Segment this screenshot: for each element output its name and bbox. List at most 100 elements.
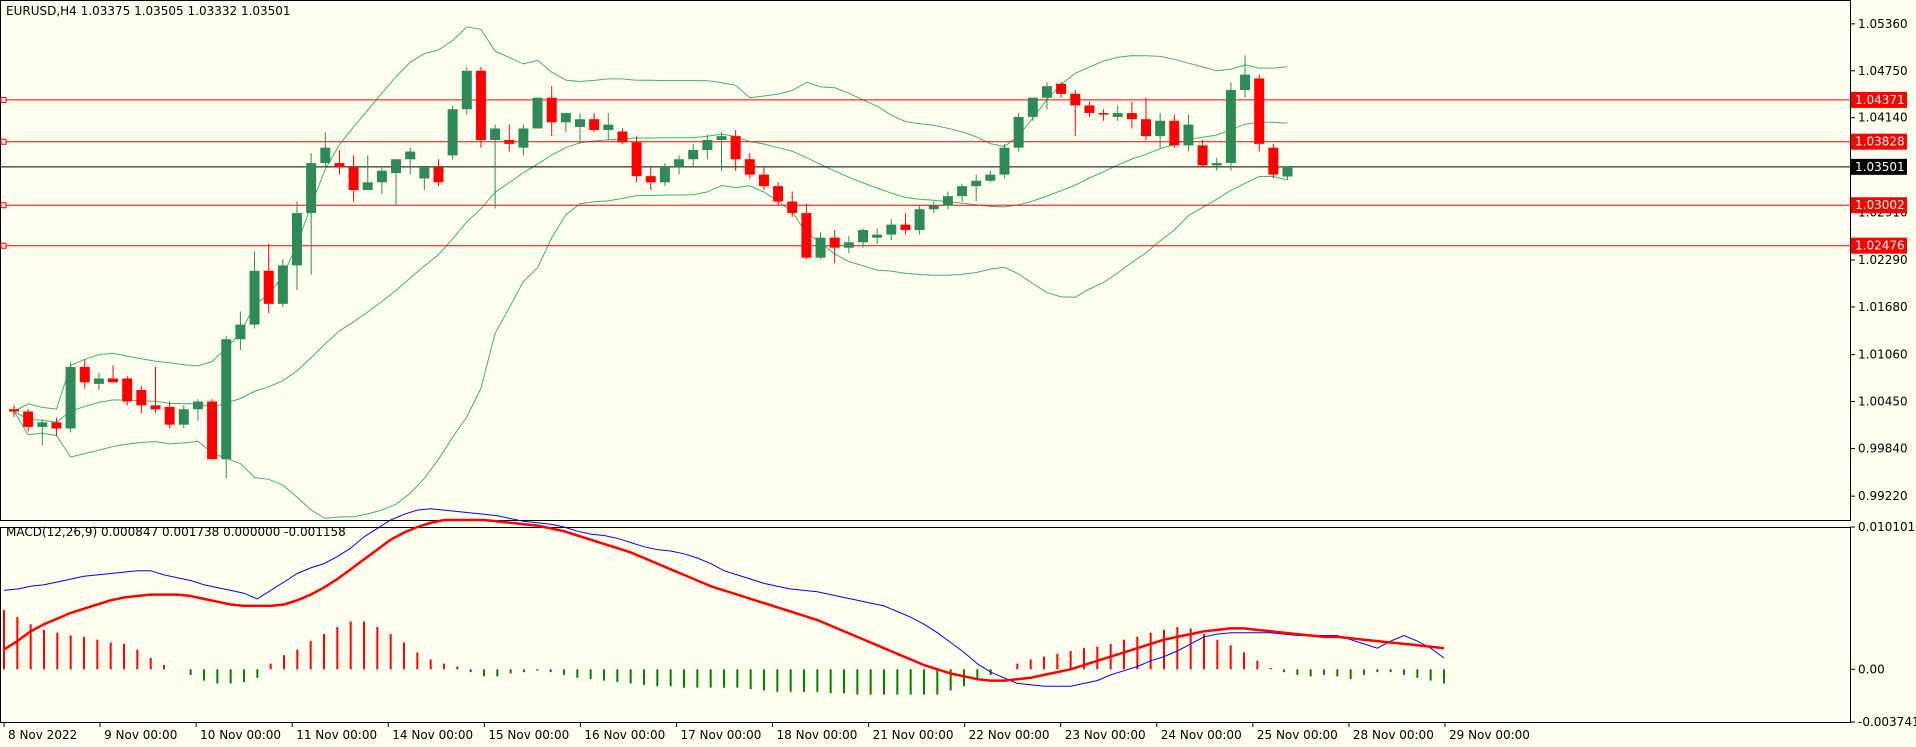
candle-body	[277, 265, 288, 304]
candle-body	[178, 409, 189, 425]
level-anchor	[0, 242, 7, 249]
price-tick-label: 0.99840	[1858, 441, 1908, 455]
candle-body	[971, 180, 982, 187]
candle-body	[475, 70, 486, 140]
time-tick-label: 28 Nov 00:00	[1353, 728, 1434, 742]
candle-body	[1282, 166, 1293, 177]
level-anchor	[0, 202, 7, 209]
level-anchor	[0, 138, 7, 145]
candle-body	[843, 242, 854, 248]
time-tick-label: 8 Nov 2022	[8, 728, 77, 742]
macd-signal-line	[3, 518, 1445, 682]
macd-tick-label: 0.010101	[1858, 520, 1915, 534]
level-price-label: 1.02476	[1855, 239, 1905, 253]
candle-body	[1112, 113, 1123, 117]
candle-body	[235, 324, 246, 340]
candle-body	[716, 136, 727, 140]
macd-panel: 0.010101 0.00 -0.003741	[0, 508, 1916, 729]
candle-body	[9, 409, 19, 412]
price-tick-label: 1.01060	[1858, 348, 1908, 362]
time-tick-label: 21 Nov 00:00	[873, 728, 954, 742]
candle-body	[1155, 120, 1166, 137]
candle-body	[872, 234, 883, 238]
candle-body	[1240, 74, 1251, 90]
candle-body	[348, 166, 359, 190]
time-tick-label: 10 Nov 00:00	[200, 728, 281, 742]
candle-body	[886, 224, 897, 235]
candle-body	[702, 140, 713, 150]
candle-body	[1041, 86, 1052, 98]
candle-body	[1098, 113, 1109, 115]
candle-body	[603, 124, 614, 130]
candle-body	[1141, 119, 1151, 137]
candle-body	[546, 97, 557, 123]
level-price-label: 1.04371	[1855, 93, 1905, 107]
candle-body	[1169, 120, 1180, 146]
time-tick-label: 18 Nov 00:00	[777, 728, 858, 742]
time-tick-label: 17 Nov 00:00	[680, 728, 761, 742]
time-tick-label: 22 Nov 00:00	[969, 728, 1050, 742]
macd-title: MACD(12,26,9) 0.000847 0.001738 0.000000…	[6, 525, 346, 539]
price-tick-label: 1.02290	[1858, 253, 1908, 267]
current-price-label: 1.03501	[1855, 160, 1905, 174]
candle-body	[942, 196, 953, 206]
time-axis: 8 Nov 2022 9 Nov 00:00 10 Nov 00:00 11 Nov …	[3, 722, 1530, 742]
candle-body	[575, 119, 585, 127]
candle-body	[1084, 105, 1095, 114]
candle-body	[433, 166, 444, 183]
candle-body	[928, 205, 939, 210]
candle-body	[207, 401, 218, 460]
candle-body	[589, 119, 600, 130]
candle-body	[1197, 145, 1208, 166]
level-price-label: 1.03002	[1855, 198, 1905, 212]
level-anchor	[0, 96, 7, 103]
candle-body	[504, 140, 515, 144]
price-tick-label: 1.01680	[1858, 300, 1908, 314]
candle-body	[1027, 97, 1038, 117]
candle-body	[263, 270, 274, 304]
candle-body	[801, 213, 812, 258]
time-tick-label: 16 Nov 00:00	[584, 728, 665, 742]
candle-body	[1254, 78, 1265, 144]
time-tick-label: 29 Nov 00:00	[1449, 728, 1530, 742]
candle-body	[320, 147, 331, 164]
candle-body	[376, 170, 387, 183]
candle-body	[773, 186, 784, 202]
candle-body	[758, 174, 769, 187]
candle-body	[1056, 83, 1067, 94]
candle-body	[1126, 113, 1137, 120]
candle-body	[23, 411, 34, 427]
time-tick-label: 11 Nov 00:00	[296, 728, 377, 742]
candle-body	[391, 159, 402, 174]
time-tick-label: 9 Nov 00:00	[104, 728, 177, 742]
candle-body	[688, 150, 699, 160]
level-price-tag	[1851, 133, 1907, 150]
candle-body	[362, 182, 373, 190]
candle-body	[532, 97, 543, 129]
candle-body	[744, 159, 755, 175]
candle-body	[65, 366, 76, 429]
macd-tick-label: -0.003741	[1858, 715, 1916, 729]
candle-body	[858, 230, 868, 243]
candle-body	[334, 163, 345, 167]
candle-body	[518, 128, 529, 148]
macd-tick-label: 0.00	[1858, 662, 1885, 676]
candle-body	[815, 237, 826, 258]
price-tick-label: 1.04140	[1858, 111, 1908, 125]
candle-body	[900, 224, 911, 230]
candle-body	[829, 237, 840, 248]
price-tick-label: 1.05360	[1858, 17, 1908, 31]
price-tick-label: 0.99220	[1858, 489, 1908, 503]
level-price-label: 1.03828	[1855, 135, 1905, 149]
candle-body	[221, 339, 232, 460]
time-tick-label: 24 Nov 00:00	[1161, 728, 1242, 742]
price-tick-label: 1.00450	[1858, 395, 1908, 409]
candle-body	[108, 378, 119, 383]
candle-body	[490, 128, 501, 140]
macd-panel-frame	[0, 527, 1851, 723]
candle-body	[37, 422, 48, 427]
candle-body	[447, 109, 458, 156]
candle-body	[674, 159, 685, 167]
candle-body	[306, 163, 317, 214]
